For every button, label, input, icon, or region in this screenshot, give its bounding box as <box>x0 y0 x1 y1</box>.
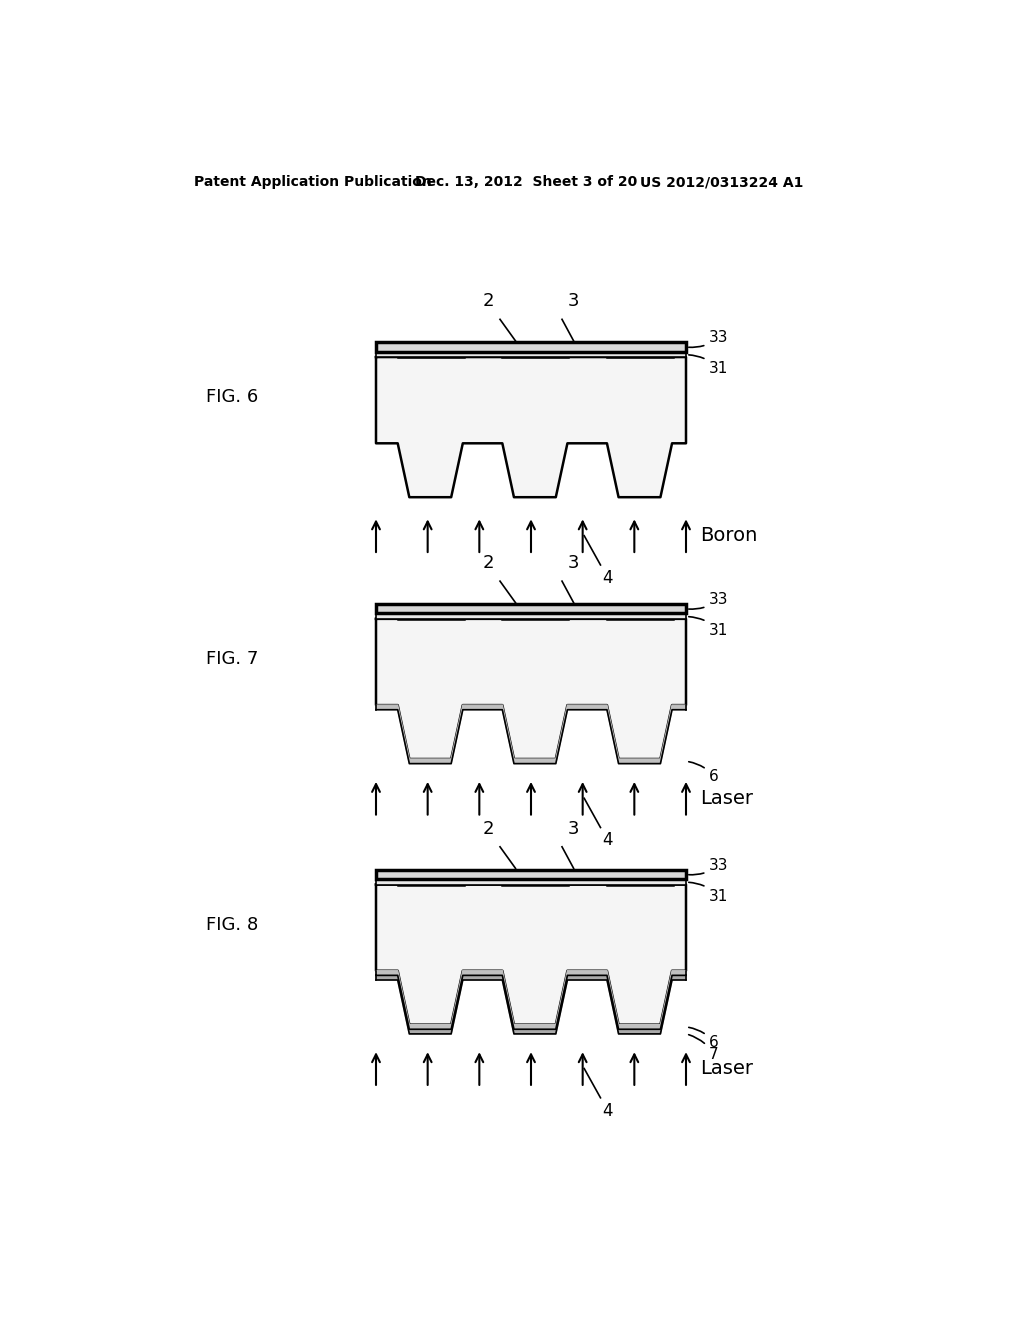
Text: 31: 31 <box>689 355 729 376</box>
Text: FIG. 6: FIG. 6 <box>206 388 258 407</box>
Text: 2: 2 <box>482 554 495 572</box>
Bar <box>376 342 686 351</box>
Bar <box>607 871 673 884</box>
Text: 3: 3 <box>568 820 580 838</box>
Bar <box>503 343 568 358</box>
Text: Boron: Boron <box>700 527 758 545</box>
Polygon shape <box>376 705 686 763</box>
Polygon shape <box>376 358 686 498</box>
Bar <box>376 605 686 614</box>
Polygon shape <box>376 619 686 759</box>
Text: 7: 7 <box>689 1035 719 1063</box>
Text: Laser: Laser <box>700 789 753 808</box>
Text: 4: 4 <box>602 569 612 587</box>
Bar <box>376 879 686 884</box>
Bar <box>607 343 673 358</box>
Text: 4: 4 <box>602 1102 612 1119</box>
Text: FIG. 7: FIG. 7 <box>206 649 258 668</box>
Text: 4: 4 <box>602 832 612 849</box>
Text: 3: 3 <box>568 554 580 572</box>
Bar <box>397 871 464 884</box>
Text: US 2012/0313224 A1: US 2012/0313224 A1 <box>640 176 803 189</box>
Bar <box>503 871 568 884</box>
Bar <box>376 614 686 619</box>
Text: 33: 33 <box>689 330 729 347</box>
Text: 2: 2 <box>482 292 495 310</box>
Bar <box>607 605 673 619</box>
Bar <box>376 351 686 358</box>
Text: FIG. 8: FIG. 8 <box>206 916 258 933</box>
Bar <box>376 870 686 879</box>
Polygon shape <box>376 975 686 1034</box>
Text: 3: 3 <box>568 292 580 310</box>
Text: Laser: Laser <box>700 1059 753 1078</box>
Text: 6: 6 <box>689 762 719 784</box>
Bar <box>397 605 464 619</box>
Text: 2: 2 <box>482 820 495 838</box>
Text: 31: 31 <box>689 882 729 904</box>
Polygon shape <box>376 884 686 1024</box>
Bar <box>397 343 464 358</box>
Text: Dec. 13, 2012  Sheet 3 of 20: Dec. 13, 2012 Sheet 3 of 20 <box>415 176 637 189</box>
Text: Patent Application Publication: Patent Application Publication <box>194 176 432 189</box>
Text: 6: 6 <box>689 1027 719 1049</box>
Polygon shape <box>376 970 686 1030</box>
Bar <box>503 605 568 619</box>
Text: 33: 33 <box>689 593 729 609</box>
Text: 33: 33 <box>689 858 729 875</box>
Text: 31: 31 <box>689 616 729 638</box>
